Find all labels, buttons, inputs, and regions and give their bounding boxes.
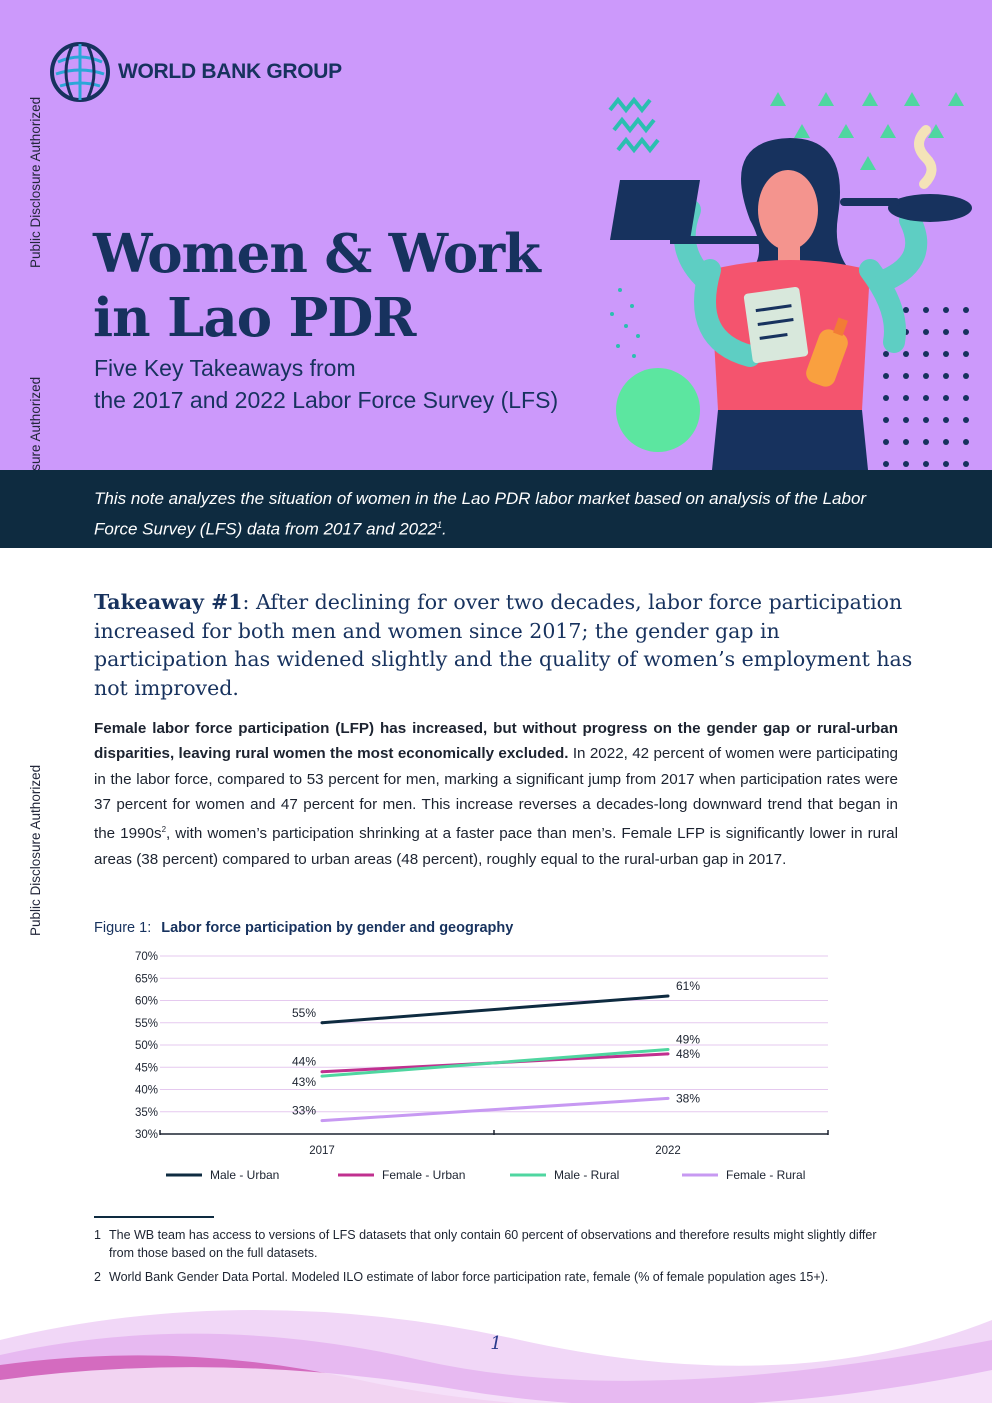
takeaway-heading: Takeaway #1: After declining for over tw…: [94, 588, 914, 702]
globe-icon: [50, 42, 110, 102]
data-label: 44%: [292, 1055, 316, 1069]
footnote-number: 2: [94, 1270, 101, 1284]
y-tick-label: 70%: [135, 951, 158, 963]
series-line-2: [321, 1047, 669, 1078]
data-label: 38%: [676, 1091, 700, 1105]
y-tick-label: 35%: [135, 1107, 158, 1119]
data-point: [666, 1096, 670, 1100]
footnote-text: World Bank Gender Data Portal. Modeled I…: [109, 1270, 829, 1284]
page-subtitle: Five Key Takeaways from the 2017 and 202…: [94, 352, 614, 416]
intro-text: This note analyzes the situation of wome…: [94, 486, 914, 543]
legend-label: Male - Rural: [554, 1168, 619, 1182]
disclosure-label-bottom: Public Disclosure Authorized: [28, 764, 43, 936]
figure-number: Figure 1:: [94, 920, 152, 936]
footnote-divider: [94, 1216, 214, 1218]
y-tick-label: 65%: [135, 973, 158, 985]
paragraph-text-1: In 2022, 42 percent of women were partic…: [94, 745, 898, 843]
data-point: [320, 1070, 324, 1074]
body-paragraph: Female labor force participation (LFP) h…: [94, 716, 898, 872]
intro-footnote-ref[interactable]: 1: [437, 520, 443, 530]
woman-multitasking-illustration: [608, 92, 972, 470]
data-point: [320, 1119, 324, 1123]
data-point: [666, 1047, 670, 1051]
takeaway-text: : After declining for over two decades, …: [94, 590, 913, 700]
data-label: 61%: [676, 979, 700, 993]
world-bank-logo[interactable]: WORLD BANK GROUP: [50, 42, 342, 102]
footnote-1: 1 The WB team has access to versions of …: [94, 1226, 894, 1262]
data-label: 48%: [676, 1047, 700, 1061]
subtitle-line-1: Five Key Takeaways from: [94, 355, 356, 381]
takeaway-label: Takeaway #1: [94, 590, 243, 614]
data-label: 33%: [292, 1104, 316, 1118]
y-tick-label: 45%: [135, 1062, 158, 1074]
footnote-2: 2 World Bank Gender Data Portal. Modeled…: [94, 1268, 894, 1286]
participation-line-chart: 30% 35% 40% 45% 50% 55% 60% 65% 70% 2017 2022 55% 61…: [135, 951, 829, 1182]
paragraph-footnote-ref[interactable]: 2: [161, 825, 167, 835]
y-tick-label: 50%: [135, 1040, 158, 1052]
intro-text-body: This note analyzes the situation of wome…: [94, 489, 867, 539]
title-line-2: in Lao PDR: [93, 287, 416, 349]
legend-label: Male - Urban: [210, 1168, 279, 1182]
series-line-0: [321, 994, 669, 1025]
paragraph-lead: Female labor force participation (LFP) h…: [94, 720, 898, 763]
legend-label: Female - Rural: [726, 1168, 805, 1182]
y-tick-label: 60%: [135, 996, 158, 1008]
disclosure-label-top: Public Disclosure Authorized: [28, 96, 43, 268]
data-label: 55%: [292, 1006, 316, 1020]
logo-text: WORLD BANK GROUP: [118, 60, 342, 83]
intro-text-end: .: [442, 519, 447, 539]
subtitle-line-2: the 2017 and 2022 Labor Force Survey (LF…: [94, 387, 559, 413]
intro-band: [0, 470, 992, 548]
figure-title: Labor force participation by gender and …: [161, 920, 514, 936]
series-line-3: [321, 1096, 669, 1123]
y-tick-label: 40%: [135, 1085, 158, 1097]
legend-label: Female - Urban: [382, 1168, 465, 1182]
data-label: 43%: [292, 1075, 316, 1089]
footnote-number: 1: [94, 1228, 101, 1242]
data-point: [666, 994, 670, 998]
hero-banner: WORLD BANK GROUP Women & Work in Lao PDR…: [0, 0, 992, 470]
title-line-1: Women & Work: [93, 223, 541, 285]
decorative-waves: [0, 1310, 992, 1403]
x-tick-label: 2022: [655, 1145, 681, 1157]
data-label: 49%: [676, 1032, 700, 1046]
y-tick-label: 30%: [135, 1129, 158, 1141]
figure-caption: Figure 1: Labor force participation by ge…: [94, 920, 513, 936]
data-point: [320, 1021, 324, 1025]
data-point: [666, 1052, 670, 1056]
y-tick-label: 55%: [135, 1018, 158, 1030]
page-number: 1: [490, 1333, 502, 1354]
data-point: [320, 1074, 324, 1078]
x-tick-label: 2017: [309, 1145, 335, 1157]
footnote-text: The WB team has access to versions of LF…: [109, 1228, 877, 1260]
paragraph-text-2: , with women’s participation shrinking a…: [94, 825, 898, 868]
page-title: Women & Work in Lao PDR: [93, 222, 613, 350]
